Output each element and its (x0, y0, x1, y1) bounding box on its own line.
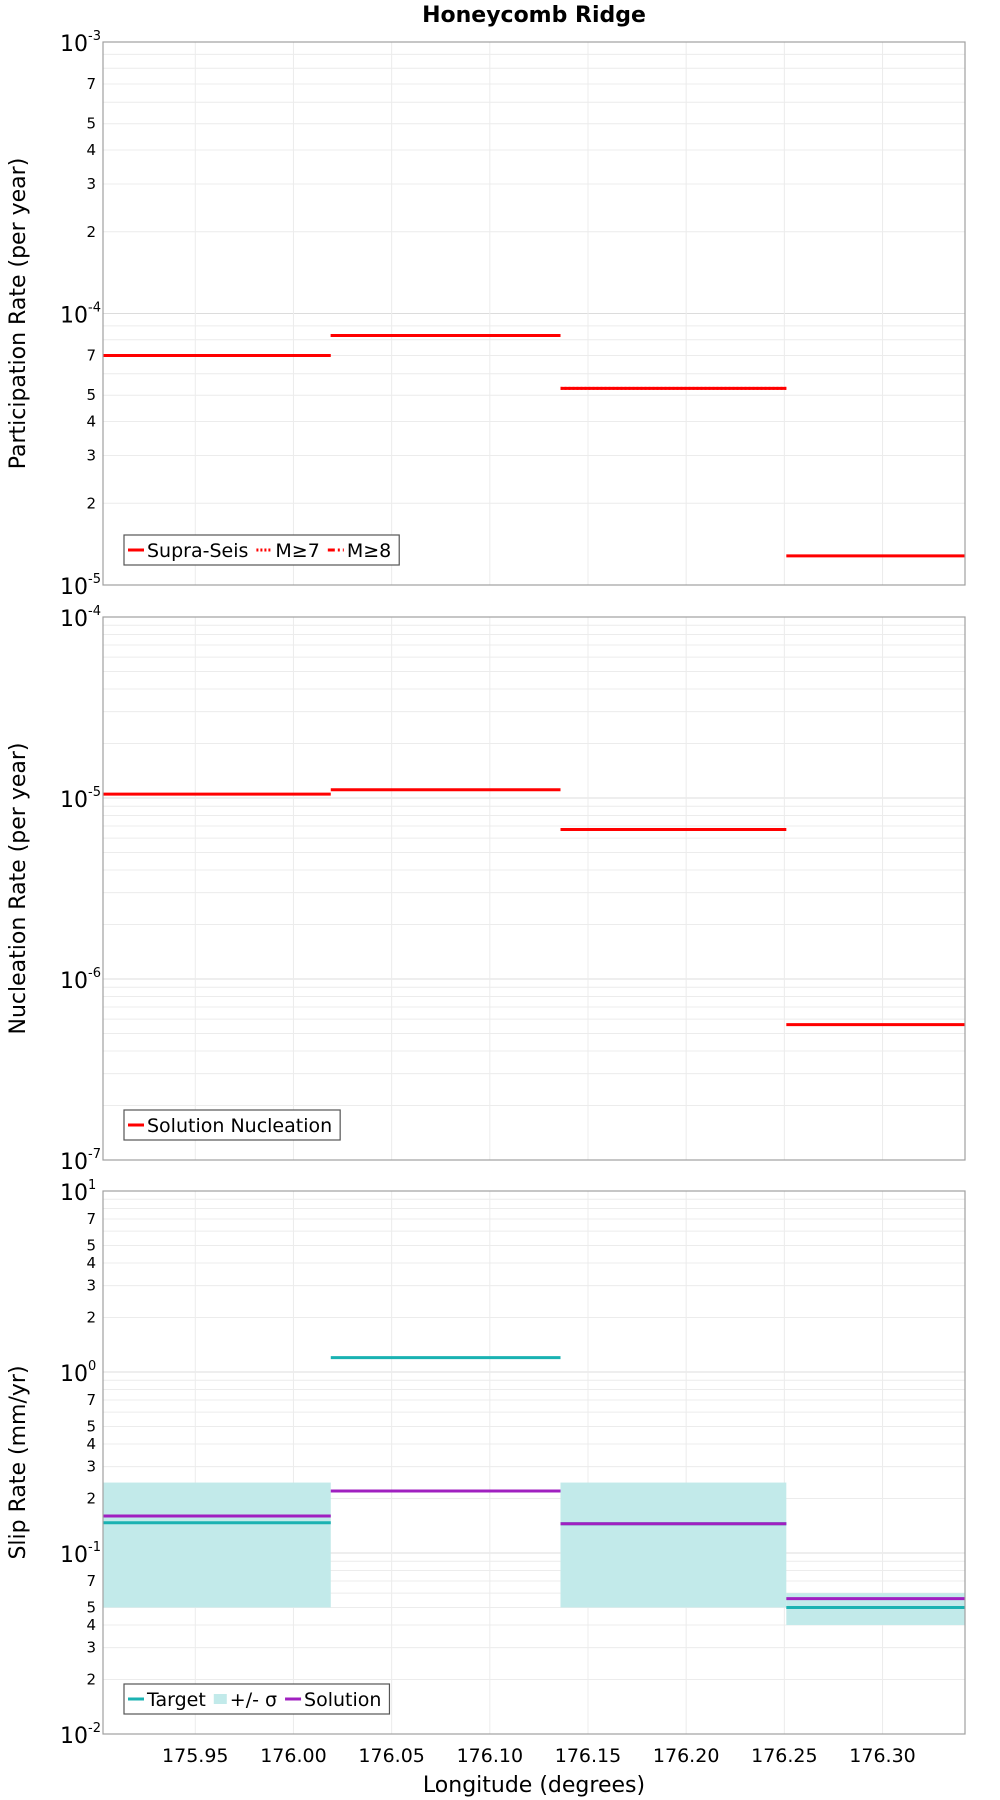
y-tick-label: 10-5 (60, 785, 101, 813)
y-tick-label: 100 (60, 1359, 96, 1387)
x-tick-label: 176.10 (457, 1745, 523, 1767)
y-tick-label: 2 (86, 1490, 96, 1508)
y-tick-label: 7 (86, 1572, 96, 1590)
sigma-band (560, 1482, 787, 1608)
y-tick-exponent: -2 (88, 1721, 101, 1736)
y-tick-label: 10-1 (60, 1540, 101, 1568)
legend-label: Solution Nucleation (147, 1115, 332, 1137)
y-tick-label: 10-3 (60, 29, 101, 57)
y-tick-label: 2 (86, 494, 96, 512)
y-grid (103, 41, 965, 586)
y-tick-label: 10-6 (60, 966, 101, 994)
y-axis-label: Participation Rate (per year) (6, 158, 31, 470)
y-tick-exponent: -5 (88, 572, 101, 587)
legend-label: Solution (304, 1689, 381, 1711)
y-tick-label: 4 (86, 1254, 96, 1272)
y-tick-label: 3 (86, 1639, 96, 1657)
y-tick-label: 10-4 (60, 301, 101, 329)
sigma-band (103, 1482, 331, 1608)
chart-title: Honeycomb Ridge (422, 3, 646, 28)
y-tick-label: 3 (86, 1277, 96, 1295)
x-tick-label: 176.25 (751, 1745, 817, 1767)
legend-label: M≥8 (347, 540, 391, 562)
y-tick-label: 5 (86, 1598, 96, 1616)
legend-box (123, 1109, 341, 1141)
x-tick-label: 176.00 (260, 1745, 326, 1767)
y-tick-label: 7 (86, 1210, 96, 1228)
y-tick-exponent: -1 (88, 1540, 101, 1555)
y-grid (103, 1190, 965, 1735)
y-tick-label: 10-7 (60, 1147, 101, 1175)
y-tick-exponent: 0 (88, 1359, 96, 1374)
y-tick-label: 101 (60, 1178, 96, 1206)
y-tick-exponent: -5 (88, 785, 101, 800)
x-axis-label: Longitude (degrees) (423, 1773, 645, 1798)
y-tick-label: 7 (86, 347, 96, 365)
plot-area (103, 1191, 965, 1734)
y-tick-exponent: -3 (88, 29, 101, 44)
plot-frame (102, 616, 966, 1161)
panel-1: 10-5 2 3 4 5 7 10-4 2 3 4 5 7 10-3 Participation Rate… (6, 3, 966, 600)
y-tick-exponent: -4 (88, 604, 101, 619)
y-tick-label: 7 (86, 75, 96, 93)
y-tick-label: 2 (86, 223, 96, 241)
y-tick-label: 4 (86, 1616, 96, 1634)
y-tick-label: 4 (86, 413, 96, 431)
x-tick-label: 176.05 (358, 1745, 424, 1767)
y-tick-exponent: -4 (88, 301, 101, 316)
x-tick-label: 175.95 (162, 1745, 228, 1767)
plot-frame (102, 1190, 966, 1735)
y-tick-label: 2 (86, 1671, 96, 1689)
y-tick-label: 7 (86, 1391, 96, 1409)
legend-label: M≥7 (275, 540, 319, 562)
panel-2: 10-7 10-6 10-5 10-4 Nucleation Rate (per yea… (6, 604, 966, 1175)
y-axis-label: Nucleation Rate (per year) (6, 743, 31, 1035)
y-tick-label: 3 (86, 446, 96, 464)
x-tick-label: 176.15 (555, 1745, 621, 1767)
y-tick-label: 10-2 (60, 1721, 101, 1749)
legend-label: Supra-Seis (147, 540, 248, 562)
legend: Solution Nucleation (123, 1109, 341, 1141)
legend-label: +/- σ (230, 1689, 277, 1711)
y-tick-exponent: -6 (88, 966, 101, 981)
legend: Supra-Seis M≥7 M≥8 (123, 534, 400, 566)
y-tick-label: 10-4 (60, 604, 101, 632)
y-tick-label: 4 (86, 141, 96, 159)
legend-swatch (213, 1694, 227, 1704)
plot-area (103, 617, 965, 1160)
x-tick-label: 176.20 (653, 1745, 719, 1767)
y-tick-exponent: 1 (88, 1178, 96, 1193)
y-tick-label: 5 (86, 115, 96, 133)
y-tick-label: 5 (86, 386, 96, 404)
y-tick-label: 10-5 (60, 572, 101, 600)
y-tick-exponent: -7 (88, 1147, 101, 1162)
legend-box (123, 1683, 391, 1715)
y-tick-label: 5 (86, 1236, 96, 1254)
y-axis-label: Slip Rate (mm/yr) (6, 1365, 31, 1559)
legend: Target +/- σ Solution (123, 1683, 391, 1715)
y-tick-label: 2 (86, 1309, 96, 1327)
x-tick-label: 176.30 (849, 1745, 915, 1767)
legend-label: Target (146, 1689, 206, 1711)
y-tick-label: 4 (86, 1435, 96, 1453)
plot-frame (102, 41, 966, 586)
y-grid (103, 616, 965, 1161)
y-tick-label: 5 (86, 1417, 96, 1435)
y-tick-label: 3 (86, 175, 96, 193)
y-tick-label: 3 (86, 1458, 96, 1476)
